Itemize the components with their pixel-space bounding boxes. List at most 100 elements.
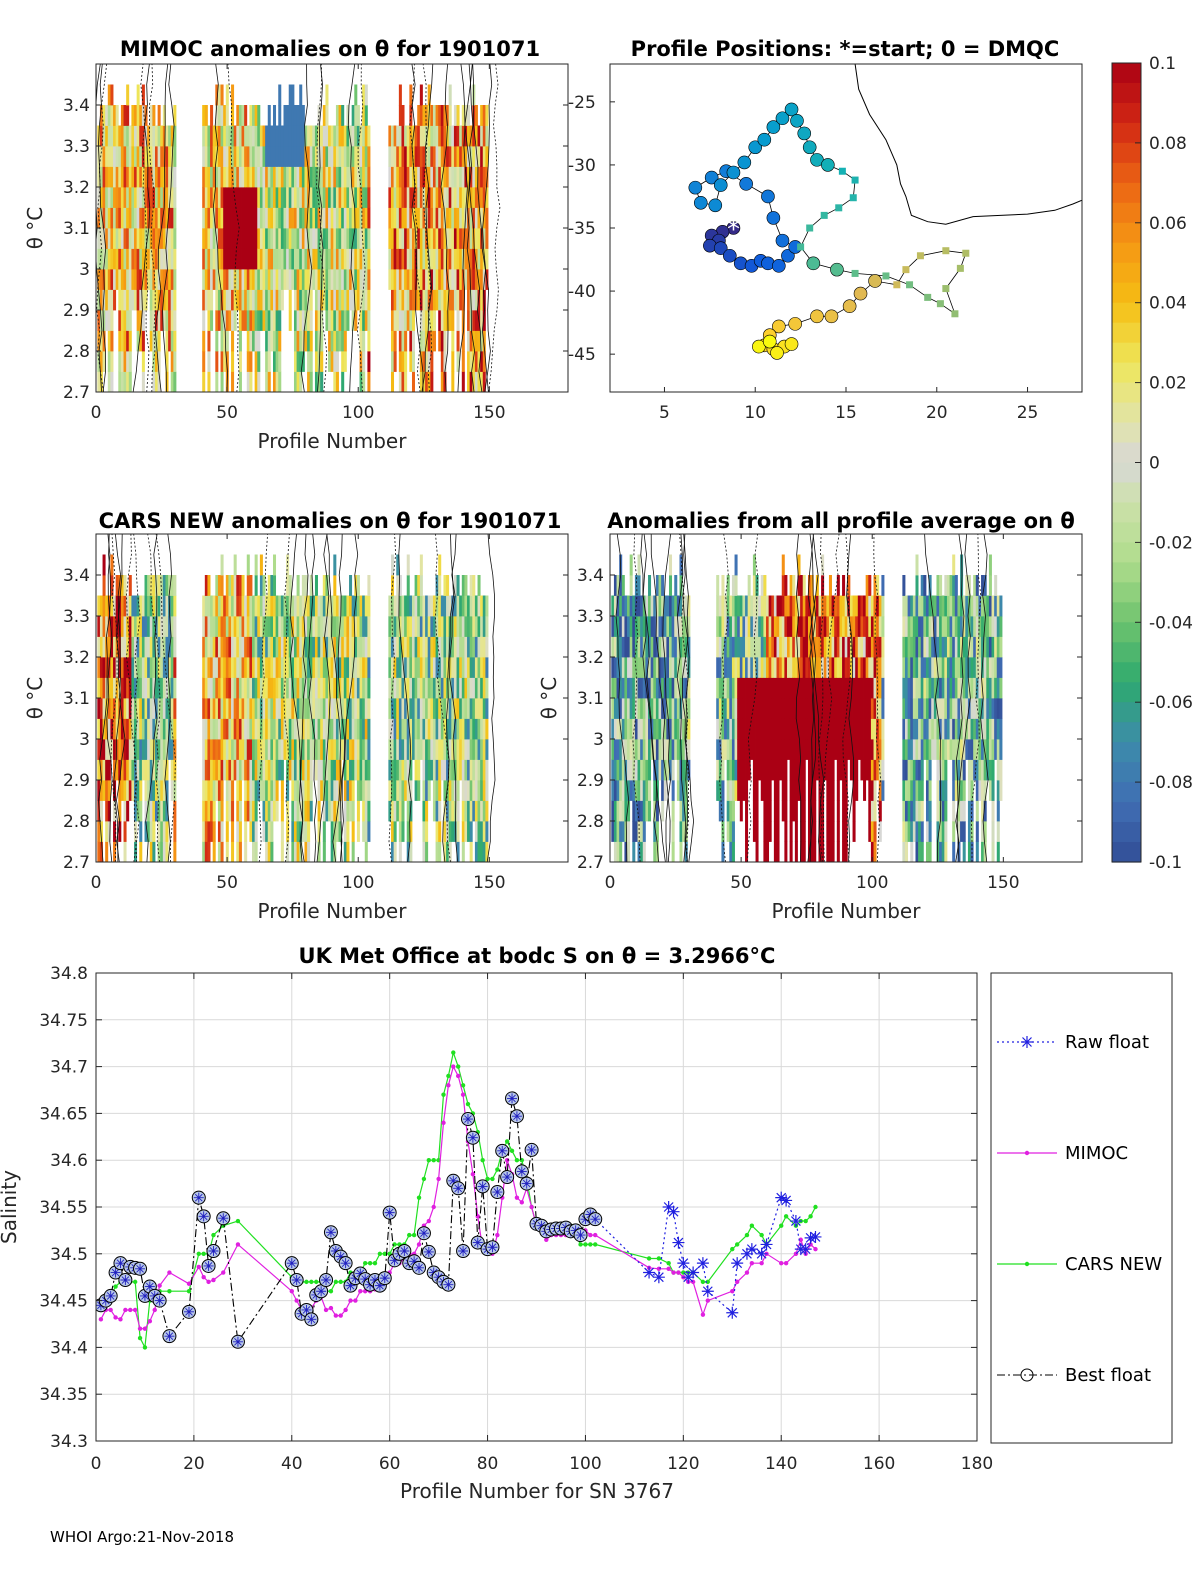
heatmap-cell xyxy=(653,718,657,740)
heatmap-cell xyxy=(760,780,764,801)
heatmap-cell xyxy=(212,718,216,740)
heatmap-cell xyxy=(781,677,785,699)
heatmap-cell xyxy=(461,698,465,719)
heatmap-cell xyxy=(162,698,166,719)
heatmap-cell xyxy=(299,657,303,678)
heatmap-cell xyxy=(396,187,400,208)
heatmap-cell xyxy=(737,780,741,801)
heatmap-cell xyxy=(472,269,476,290)
heatmap-cell xyxy=(238,739,242,760)
heatmap-cell xyxy=(202,739,206,760)
heatmap-cell xyxy=(474,125,478,147)
heatmap-cell xyxy=(270,698,274,719)
heatmap-cell xyxy=(246,187,250,208)
heatmap-cell xyxy=(747,636,751,658)
heatmap-cell xyxy=(307,616,311,637)
heatmap-cell xyxy=(220,187,224,208)
heatmap-cell xyxy=(317,289,321,311)
heatmap-cell xyxy=(902,821,906,842)
profile-marker xyxy=(775,111,790,126)
heatmap-cell xyxy=(406,841,410,862)
heatmap-cell xyxy=(789,595,793,617)
heatmap-cell xyxy=(724,595,728,617)
heatmap-cell xyxy=(346,248,350,270)
heatmap-cell xyxy=(359,616,363,637)
heatmap-cell xyxy=(254,310,258,331)
heatmap-cell xyxy=(834,698,838,719)
heatmap-cell xyxy=(173,595,177,617)
heatmap-cell xyxy=(215,187,219,208)
heatmap-cell xyxy=(401,248,405,270)
heatmap-cell xyxy=(448,125,452,147)
heatmap-cell xyxy=(257,146,261,167)
heatmap-cell xyxy=(831,780,835,801)
heatmap-cell xyxy=(273,166,277,188)
heatmap-cell xyxy=(231,636,235,658)
heatmap-cell xyxy=(131,146,135,167)
heatmap-cell xyxy=(821,759,825,781)
heatmap-cell xyxy=(962,595,966,617)
heatmap-cell xyxy=(155,228,159,249)
heatmap-cell xyxy=(438,759,442,781)
heatmap-cell xyxy=(438,187,442,208)
heatmap-cell xyxy=(207,269,211,290)
heatmap-cell xyxy=(411,289,415,311)
heatmap-cell xyxy=(918,800,922,822)
heatmap-cell xyxy=(341,289,345,311)
heatmap-cell xyxy=(978,780,982,801)
heatmap-cell xyxy=(359,351,363,372)
y-tick-label: 3 xyxy=(79,260,90,280)
heatmap-cell xyxy=(731,677,735,699)
heatmap-cell xyxy=(270,821,274,842)
heatmap-cell xyxy=(296,330,300,352)
heatmap-cell xyxy=(149,677,153,699)
profile-marker xyxy=(962,249,970,257)
heatmap-cell xyxy=(768,595,772,617)
heatmap-cell xyxy=(967,759,971,781)
heatmap-cell xyxy=(217,105,221,126)
heatmap-cell xyxy=(115,105,119,126)
heatmap-cell xyxy=(202,125,206,147)
heatmap-cell xyxy=(438,125,442,147)
heatmap-cell xyxy=(155,269,159,290)
heatmap-cell xyxy=(391,248,395,270)
heatmap-cell xyxy=(881,595,885,617)
heatmap-cell xyxy=(419,616,423,637)
heatmap-cell xyxy=(367,698,371,719)
heatmap-cell xyxy=(283,146,287,167)
heatmap-cell xyxy=(469,330,473,352)
heatmap-cell xyxy=(863,698,867,719)
heatmap-cell xyxy=(131,166,135,188)
heatmap-cell xyxy=(173,371,177,392)
heatmap-cell xyxy=(134,105,138,126)
heatmap-cell xyxy=(461,330,465,352)
heatmap-cell xyxy=(301,800,305,822)
heatmap-cell xyxy=(304,269,308,290)
heatmap-cell xyxy=(800,677,804,699)
heatmap-cell xyxy=(354,636,358,658)
heatmap-cell xyxy=(388,698,392,719)
heatmap-cell xyxy=(231,698,235,719)
heatmap-cell xyxy=(907,698,911,719)
heatmap-cell xyxy=(335,310,339,331)
panel-mimoc-anomalies: MIMOC anomalies on θ for 1901071 2.72.82… xyxy=(23,37,569,453)
heatmap-cell xyxy=(259,575,263,596)
heatmap-cell xyxy=(661,698,665,719)
heatmap-cell xyxy=(401,351,405,372)
heatmap-cell xyxy=(729,759,733,781)
heatmap-cell xyxy=(406,718,410,740)
profile-marker xyxy=(851,176,859,184)
heatmap-cell xyxy=(131,187,135,208)
heatmap-cell xyxy=(910,595,914,617)
heatmap-cell xyxy=(480,289,484,311)
heatmap-cell xyxy=(435,739,439,760)
heatmap-cell xyxy=(802,800,806,822)
heatmap-cell xyxy=(259,310,263,331)
heatmap-cell xyxy=(472,657,476,678)
heatmap-cell xyxy=(794,616,798,637)
heatmap-cell xyxy=(477,330,481,352)
heatmap-cell xyxy=(616,759,620,781)
heatmap-cell xyxy=(813,821,817,842)
heatmap-cell xyxy=(910,636,914,658)
heatmap-cell xyxy=(259,636,263,658)
